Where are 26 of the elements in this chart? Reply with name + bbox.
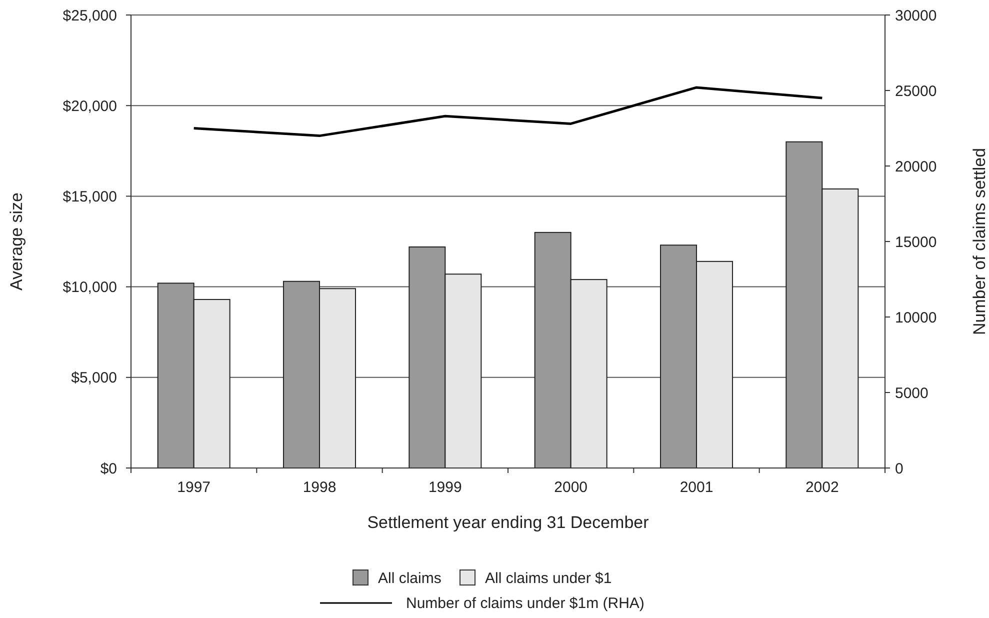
- y2-tick-label: 25000: [895, 82, 937, 100]
- x-tick-label: 1999: [428, 479, 462, 496]
- y-tick-label: $0: [100, 460, 117, 478]
- legend-label: Number of claims under $1m (RHA): [406, 595, 644, 612]
- y2-tick-label: 20000: [895, 158, 937, 176]
- x-axis-title: Settlement year ending 31 December: [367, 513, 650, 532]
- y2-tick-label: 15000: [895, 234, 937, 251]
- y2-tick-label: 30000: [895, 7, 937, 24]
- y2-tick-label: 5000: [895, 384, 928, 402]
- y2-axis-title: Number of claims settled: [970, 148, 989, 336]
- y-tick-label: $25,000: [62, 7, 117, 24]
- x-tick-label: 1997: [177, 479, 211, 496]
- y-tick-label: $5,000: [71, 370, 117, 387]
- x-tick-label: 1998: [302, 479, 336, 496]
- y2-tick-label: 10000: [895, 309, 937, 326]
- y2-tick-label: 0: [895, 460, 904, 478]
- legend-label: All claims: [378, 570, 442, 587]
- x-tick-label: 2002: [805, 479, 839, 496]
- y-axis-title: Average size: [7, 192, 26, 290]
- x-tick-label: 2000: [554, 479, 588, 496]
- y-tick-label: $15,000: [62, 188, 117, 206]
- x-tick-label: 2001: [680, 479, 714, 496]
- y-tick-label: $20,000: [62, 98, 117, 115]
- legend-label: All claims under $1: [485, 570, 612, 587]
- y-tick-label: $10,000: [62, 279, 117, 296]
- line-series: [192, 86, 824, 138]
